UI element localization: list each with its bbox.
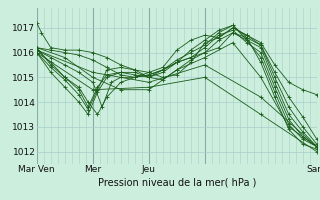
X-axis label: Pression niveau de la mer( hPa ): Pression niveau de la mer( hPa ) <box>98 177 256 187</box>
